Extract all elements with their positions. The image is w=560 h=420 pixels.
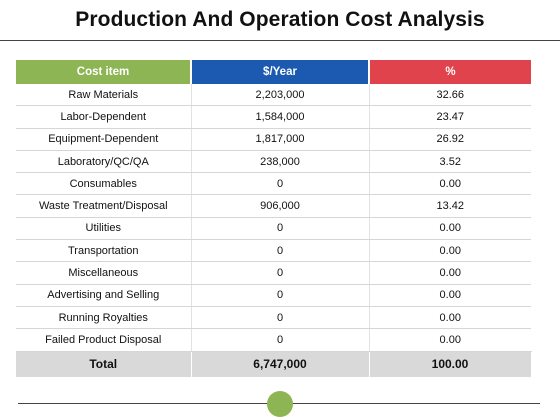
total-amount: 6,747,000 <box>191 351 370 377</box>
cost-item-cell: Waste Treatment/Disposal <box>16 194 192 218</box>
decorative-dot <box>267 391 293 417</box>
table-row: Utilities 0 0.00 <box>16 217 531 241</box>
percent-cell: 0.00 <box>369 172 531 196</box>
percent-cell: 0.00 <box>369 306 531 330</box>
percent-cell: 32.66 <box>369 84 531 107</box>
cost-item-cell: Laboratory/QC/QA <box>16 150 192 174</box>
cost-table: Cost item $/Year % Raw Materials 2,203,00… <box>16 60 532 377</box>
cost-item-cell: Equipment-Dependent <box>16 128 192 151</box>
header-percent: % <box>369 60 531 84</box>
percent-cell: 0.00 <box>369 284 531 307</box>
table-row: Running Royalties 0 0.00 <box>16 306 531 330</box>
amount-cell: 238,000 <box>191 150 370 174</box>
total-percent: 100.00 <box>369 351 532 377</box>
cost-item-cell: Raw Materials <box>16 84 192 107</box>
table-row: Waste Treatment/Disposal 906,000 13.42 <box>16 194 531 218</box>
table-row: Labor-Dependent 1,584,000 23.47 <box>16 105 531 129</box>
amount-cell: 0 <box>191 217 370 241</box>
amount-cell: 0 <box>191 172 370 196</box>
amount-cell: 0 <box>191 284 370 307</box>
table-row: Miscellaneous 0 0.00 <box>16 261 531 285</box>
percent-cell: 3.52 <box>369 150 531 174</box>
table-row: Advertising and Selling 0 0.00 <box>16 284 531 307</box>
percent-cell: 0.00 <box>369 239 531 263</box>
table-row: Transportation 0 0.00 <box>16 239 531 263</box>
header-cost-item: Cost item <box>16 60 192 84</box>
amount-cell: 1,584,000 <box>191 105 370 129</box>
cost-item-cell: Miscellaneous <box>16 261 192 285</box>
percent-cell: 0.00 <box>369 261 531 285</box>
amount-cell: 0 <box>191 261 370 285</box>
cost-item-cell: Running Royalties <box>16 306 192 330</box>
total-label: Total <box>16 351 192 377</box>
table-row: Consumables 0 0.00 <box>16 172 531 196</box>
cost-item-cell: Advertising and Selling <box>16 284 192 307</box>
amount-cell: 0 <box>191 328 370 352</box>
page-title: Production And Operation Cost Analysis <box>75 8 485 31</box>
table-row: Laboratory/QC/QA 238,000 3.52 <box>16 150 531 174</box>
table-row: Failed Product Disposal 0 0.00 <box>16 328 531 352</box>
percent-cell: 0.00 <box>369 217 531 241</box>
cost-item-cell: Consumables <box>16 172 192 196</box>
header-dollars-per-year: $/Year <box>191 60 370 84</box>
percent-cell: 23.47 <box>369 105 531 129</box>
cost-item-cell: Labor-Dependent <box>16 105 192 129</box>
total-row: Total 6,747,000 100.00 <box>16 351 532 377</box>
cost-item-cell: Transportation <box>16 239 192 263</box>
title-divider <box>0 40 560 41</box>
percent-cell: 13.42 <box>369 194 531 218</box>
percent-cell: 0.00 <box>369 328 531 352</box>
table-header-row: Cost item $/Year % <box>16 60 531 84</box>
cost-item-cell: Utilities <box>16 217 192 241</box>
amount-cell: 1,817,000 <box>191 128 370 151</box>
amount-cell: 0 <box>191 306 370 330</box>
table-row: Raw Materials 2,203,000 32.66 <box>16 84 531 107</box>
amount-cell: 906,000 <box>191 194 370 218</box>
table-row: Equipment-Dependent 1,817,000 26.92 <box>16 128 531 151</box>
cost-item-cell: Failed Product Disposal <box>16 328 192 352</box>
amount-cell: 0 <box>191 239 370 263</box>
percent-cell: 26.92 <box>369 128 531 151</box>
amount-cell: 2,203,000 <box>191 84 370 107</box>
